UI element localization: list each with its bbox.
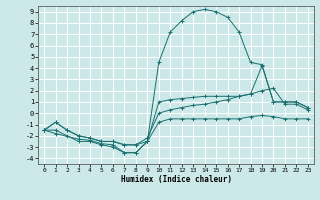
X-axis label: Humidex (Indice chaleur): Humidex (Indice chaleur) bbox=[121, 175, 231, 184]
